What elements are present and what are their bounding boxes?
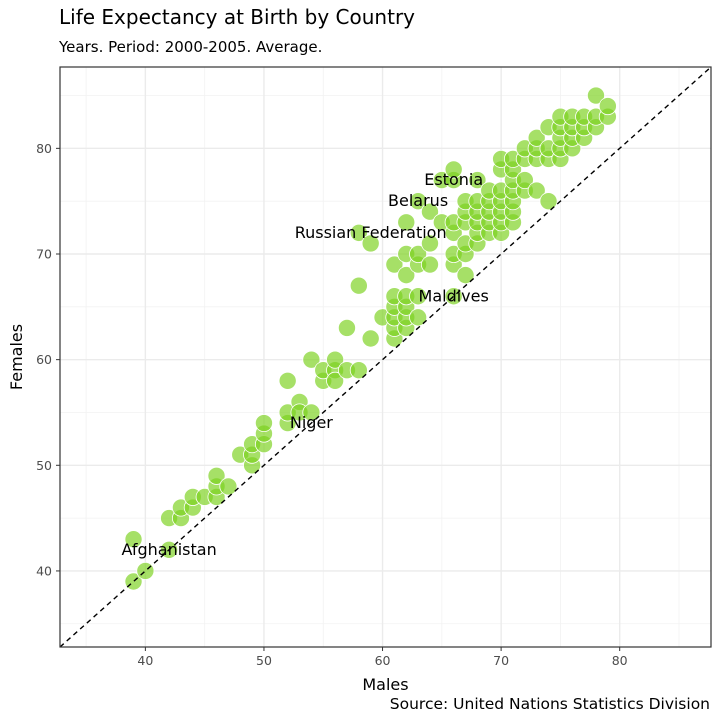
x-tick-label: 50 [256, 653, 272, 668]
chart-title: Life Expectancy at Birth by Country [59, 5, 416, 29]
data-point [349, 276, 368, 295]
annotation-label: Niger [290, 413, 333, 432]
data-point [397, 213, 416, 232]
x-tick-label: 60 [375, 653, 391, 668]
y-tick-label: 70 [36, 246, 52, 261]
data-point [586, 86, 605, 105]
data-point [539, 192, 558, 211]
data-point [468, 171, 487, 190]
data-point [207, 466, 226, 485]
y-tick-label: 80 [36, 141, 52, 156]
data-point [527, 128, 546, 147]
data-point [219, 477, 238, 496]
data-point [409, 244, 428, 263]
x-tick-label: 80 [612, 653, 628, 668]
data-point [527, 181, 546, 200]
y-tick-label: 40 [36, 563, 52, 578]
data-point [409, 308, 428, 327]
data-point [420, 234, 439, 253]
data-point [444, 160, 463, 179]
data-point [124, 530, 143, 549]
data-point [337, 318, 356, 337]
data-point [361, 329, 380, 348]
x-tick-label: 40 [137, 653, 153, 668]
data-point [326, 371, 345, 390]
data-point [278, 371, 297, 390]
data-point [420, 202, 439, 221]
annotation-label: Maldives [419, 286, 489, 305]
data-point [385, 255, 404, 274]
data-point [397, 266, 416, 285]
data-point [302, 403, 321, 422]
data-point [326, 350, 345, 369]
y-axis-title: Females [7, 324, 26, 390]
data-point [302, 350, 321, 369]
data-point [515, 171, 534, 190]
y-tick-label: 50 [36, 458, 52, 473]
chart-caption: Source: United Nations Statistics Divisi… [389, 695, 710, 713]
data-point [361, 234, 380, 253]
data-point [409, 287, 428, 306]
annotation-label: Belarus [388, 191, 448, 210]
data-point [349, 361, 368, 380]
plot-border [59, 66, 712, 648]
annotation-label: Estonia [424, 170, 483, 189]
annotation-label: Russian Federation [295, 223, 447, 242]
x-axis-title: Males [362, 675, 408, 694]
data-point [254, 414, 273, 433]
x-tick-label: 70 [493, 653, 509, 668]
data-point [598, 97, 617, 116]
data-point [136, 561, 155, 580]
y-tick-label: 60 [36, 352, 52, 367]
annotation-label: Afghanistan [121, 540, 216, 559]
data-point [456, 266, 475, 285]
chart-subtitle: Years. Period: 2000-2005. Average. [59, 38, 323, 56]
data-point [409, 192, 428, 211]
data-point [420, 255, 439, 274]
data-point [349, 223, 368, 242]
reference-line [59, 66, 712, 648]
